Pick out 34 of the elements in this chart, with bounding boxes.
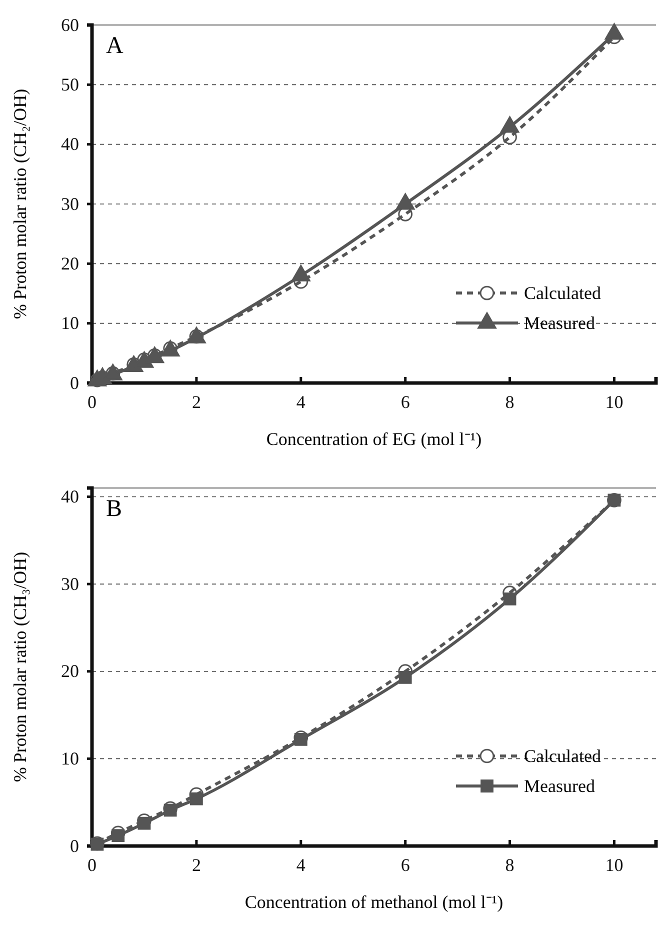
annotation: A: [106, 33, 124, 59]
x-tick-label: 8: [505, 854, 514, 875]
x-tick-label: 0: [88, 854, 96, 875]
x-tick-label: 8: [505, 392, 514, 412]
y-tick-label: 30: [61, 574, 79, 594]
y-tick-label: 40: [61, 486, 79, 506]
x-tick-label: 2: [192, 854, 201, 875]
annotation: B: [106, 496, 122, 522]
x-axis-title: Concentration of EG (mol l⁻¹): [266, 429, 482, 449]
y-tick-label: 0: [70, 372, 79, 393]
y-tick-label: 0: [70, 836, 79, 856]
y-tick-label: 10: [61, 748, 79, 768]
y-tick-label: 40: [61, 134, 79, 154]
legend-label: Measured: [524, 313, 595, 333]
x-tick-label: 6: [400, 392, 410, 412]
legend-label: Calculated: [524, 283, 601, 303]
y-tick-label: 50: [61, 74, 79, 94]
y-tick-label: 10: [61, 313, 79, 334]
y-tick-label: 20: [61, 253, 79, 274]
x-tick-label: 10: [605, 854, 624, 875]
y-tick-label: 20: [61, 661, 79, 682]
legend-label: Measured: [524, 776, 595, 796]
legend-label: Calculated: [524, 746, 601, 766]
y-axis-title: % Proton molar ratio (CH₂/OH): [10, 88, 30, 320]
x-tick-label: 10: [605, 392, 624, 412]
y-axis-title: % Proton molar ratio (CH₃/OH): [10, 552, 30, 782]
x-tick-label: 2: [192, 392, 201, 412]
x-tick-label: 0: [88, 392, 96, 412]
y-tick-label: 60: [61, 14, 79, 35]
x-axis-title: Concentration of methanol (mol l⁻¹): [244, 892, 504, 912]
y-tick-label: 30: [61, 194, 79, 214]
x-tick-label: 6: [400, 854, 410, 875]
x-tick-label: 4: [296, 392, 306, 412]
x-tick-label: 4: [296, 854, 306, 875]
